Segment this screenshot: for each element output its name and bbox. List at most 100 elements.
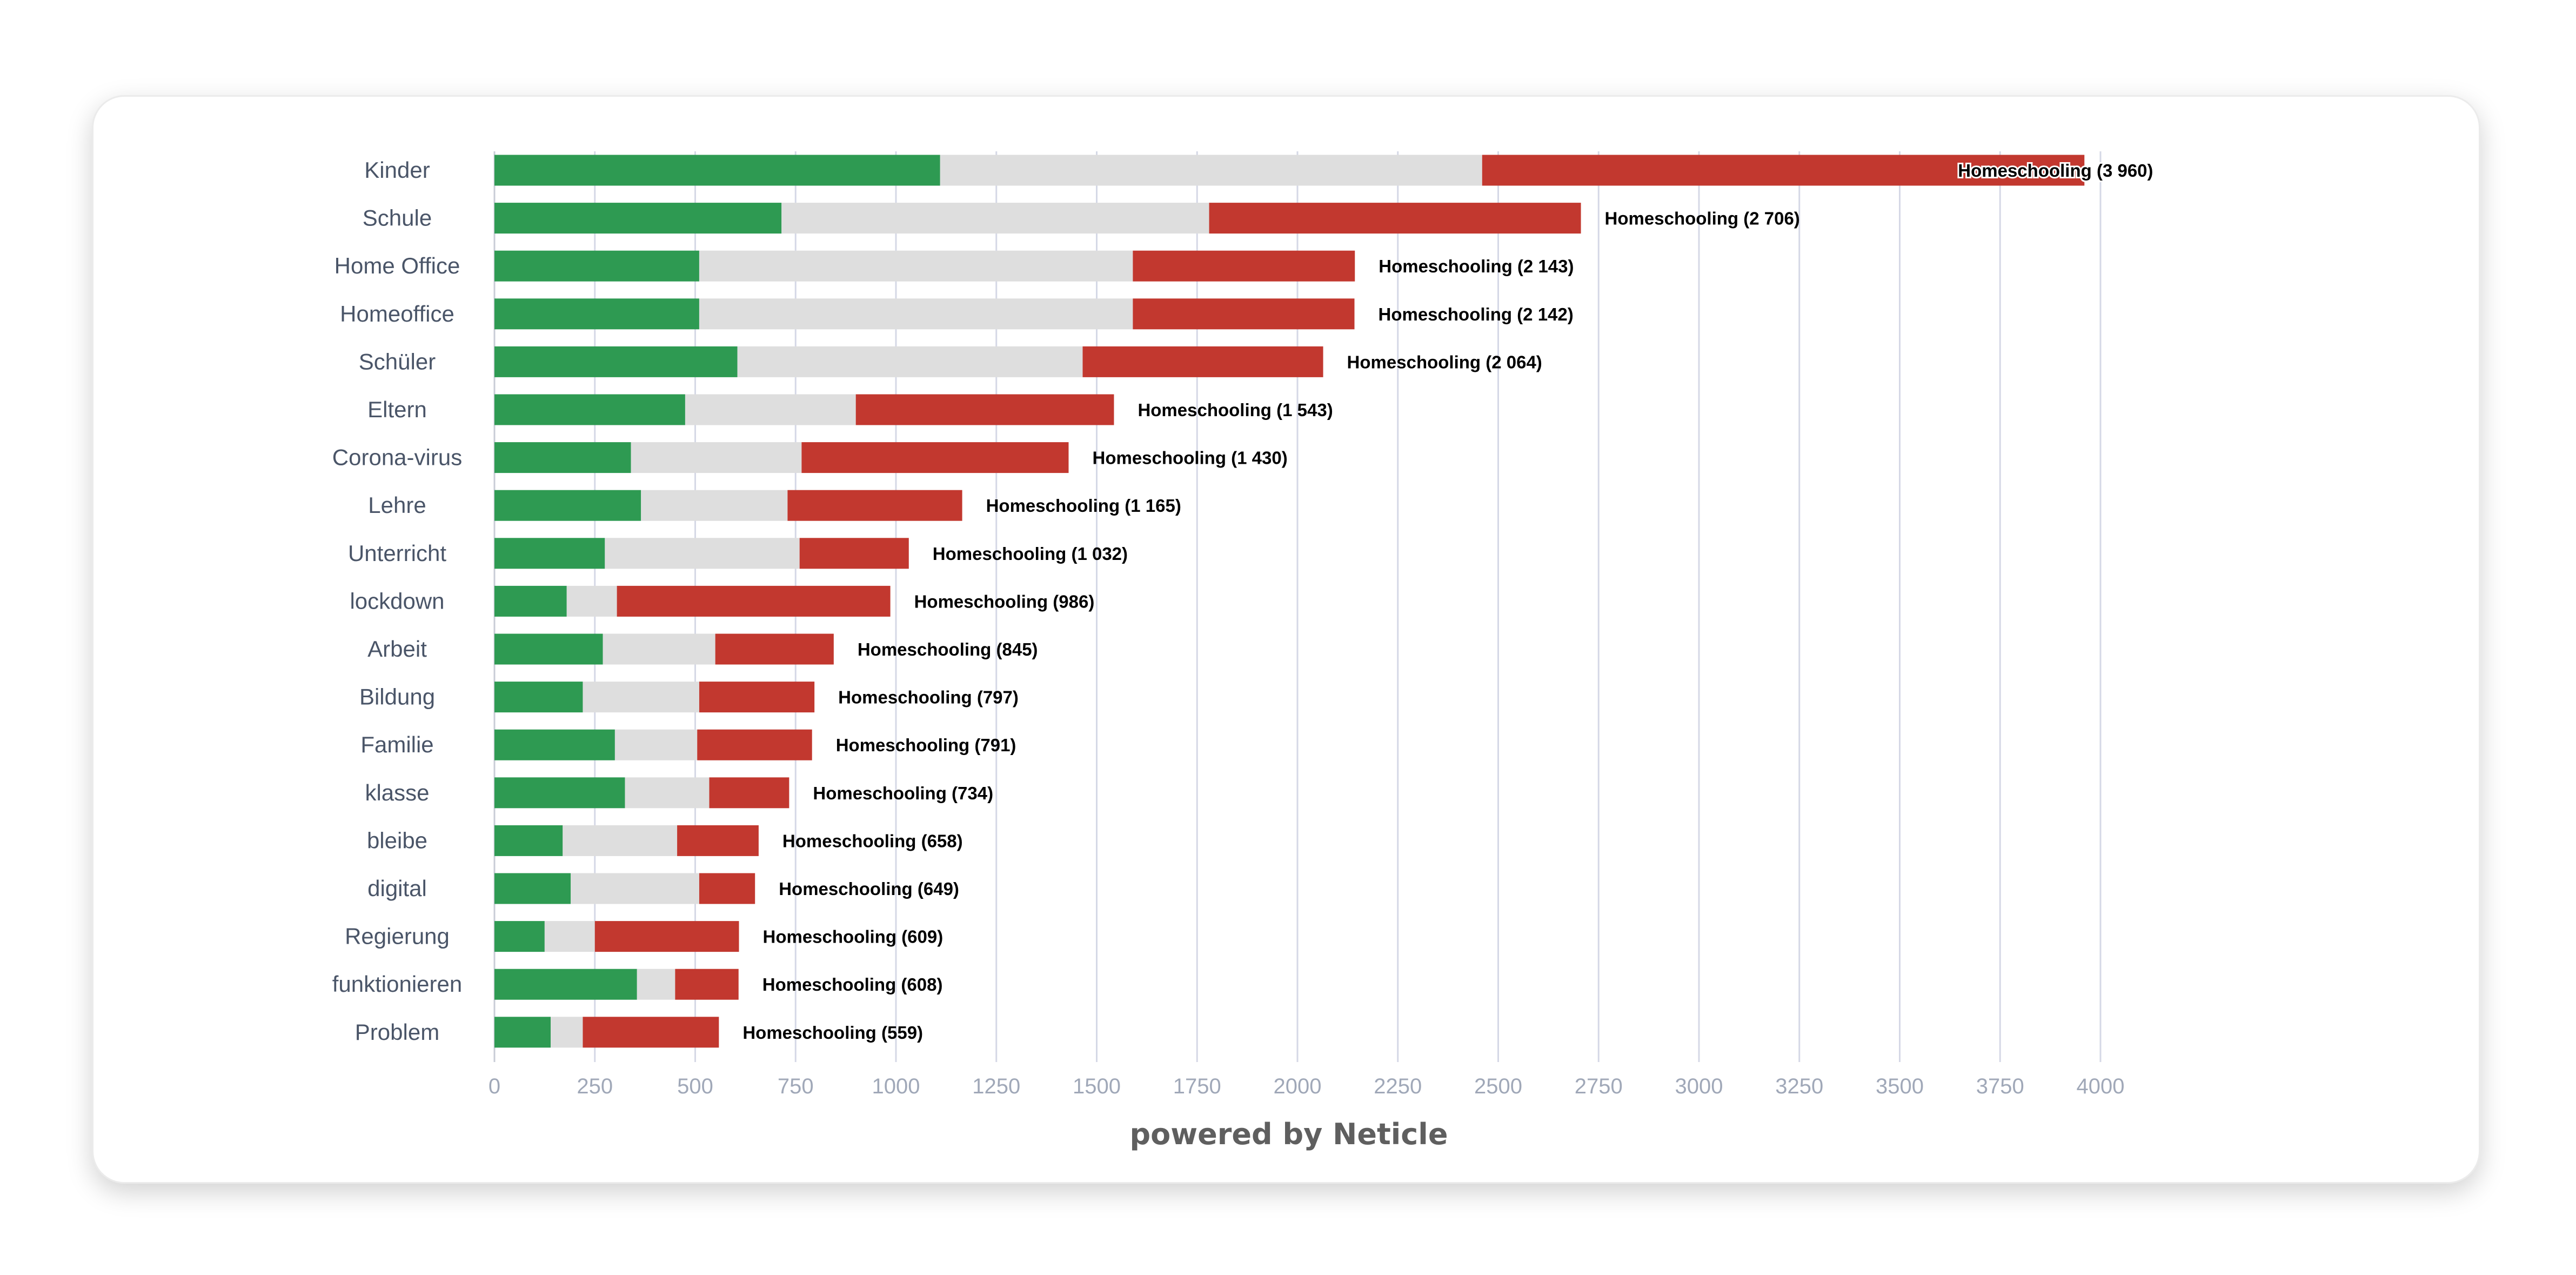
data-label: Homeschooling (649) (779, 879, 959, 899)
category-label: Regierung (345, 924, 450, 949)
category-label: Arbeit (367, 636, 427, 662)
bar-segment-3 (1133, 298, 1355, 330)
bar-segment-1 (494, 155, 940, 186)
category-label: Schüler (359, 349, 436, 374)
x-tick-label: 3750 (1976, 1074, 2024, 1098)
category-label: Unterricht (348, 540, 446, 566)
x-tick-label: 2250 (1374, 1074, 1422, 1098)
bar-segment-2 (641, 490, 788, 521)
bar-segment-2 (566, 585, 617, 617)
category-label: Corona-virus (332, 445, 462, 470)
bar-segment-2 (699, 250, 1133, 282)
data-label: Homeschooling (791) (836, 735, 1016, 755)
data-label: Homeschooling (734) (813, 783, 993, 803)
bar-segment-3 (583, 1017, 719, 1048)
x-tick-label: 3250 (1775, 1074, 1823, 1098)
category-labels: Kinder Schule Home Office Homeoffice Schüler… (332, 157, 463, 1045)
x-tick-label: 2750 (1575, 1074, 1623, 1098)
bar-segment-2 (699, 298, 1133, 330)
data-label: Homeschooling (559) (742, 1023, 923, 1043)
bar-segment-3 (677, 825, 759, 856)
bar-segment-1 (494, 585, 567, 617)
bar-segment-3 (675, 969, 739, 1000)
bar-segment-2 (625, 777, 710, 809)
data-label: Homeschooling (2 142) (1379, 304, 1574, 324)
bar-segment-2 (737, 346, 1083, 377)
bar-segment-2 (544, 921, 595, 952)
bar-segment-2 (781, 203, 1209, 234)
x-tick-label: 1750 (1173, 1074, 1221, 1098)
category-label: Lehre (368, 492, 426, 518)
category-label: klasse (365, 780, 429, 805)
bar-segment-1 (494, 1017, 551, 1048)
data-label: Homeschooling (2 143) (1379, 256, 1574, 276)
bar-segment-3 (715, 633, 834, 665)
category-label: bleibe (367, 827, 427, 853)
bar-segment-2 (605, 538, 800, 569)
bar-segment-1 (494, 490, 641, 521)
bar-segment-1 (494, 538, 605, 569)
data-label: Homeschooling (845) (858, 639, 1038, 659)
category-label: Homeoffice (340, 301, 454, 326)
bar-segment-1 (494, 921, 545, 952)
data-label: Homeschooling (608) (762, 974, 943, 994)
bar-segment-3 (1482, 155, 2085, 186)
bar-segment-2 (551, 1017, 583, 1048)
category-label: funktionieren (332, 971, 463, 997)
category-label: digital (367, 876, 427, 901)
bar-segment-3 (699, 873, 755, 904)
x-tick-label: 4000 (2077, 1074, 2125, 1098)
category-label: Bildung (359, 684, 435, 710)
data-label: Homeschooling (2 706) (1605, 209, 1800, 229)
x-tick-label: 2000 (1274, 1074, 1322, 1098)
x-tick-label: 750 (778, 1074, 814, 1098)
bar-segment-1 (494, 203, 782, 234)
bar-segment-1 (494, 346, 738, 377)
bar-segment-1 (494, 633, 603, 665)
bar-segment-1 (494, 777, 625, 809)
bar-segment-1 (494, 825, 563, 856)
bar-segment-1 (494, 250, 699, 282)
data-label: Homeschooling (1 430) (1092, 448, 1287, 468)
x-tick-label: 1500 (1073, 1074, 1121, 1098)
category-label: Eltern (367, 397, 427, 422)
bar-segment-2 (685, 394, 856, 425)
bar-segment-3 (1082, 346, 1323, 377)
bar-segment-3 (787, 490, 962, 521)
bar-segment-3 (709, 777, 789, 809)
x-tick-label: 250 (577, 1074, 613, 1098)
bar-segment-3 (855, 394, 1114, 425)
bar-segment-2 (940, 155, 1482, 186)
bar-segment-3 (699, 682, 815, 713)
bar-segment-1 (494, 298, 699, 330)
data-label: Homeschooling (797) (838, 687, 1019, 707)
bar-segment-3 (1209, 203, 1581, 234)
bar-segment-3 (617, 585, 891, 617)
x-tick-label: 1250 (972, 1074, 1020, 1098)
bar-segment-2 (563, 825, 678, 856)
bar-segment-3 (1133, 250, 1355, 282)
bar-segment-1 (494, 442, 631, 473)
bar-segment-2 (603, 633, 715, 665)
x-tick-label: 0 (489, 1074, 500, 1098)
bar-segment-2 (583, 682, 699, 713)
category-label: Home Office (334, 253, 460, 278)
category-label: Schule (363, 205, 432, 231)
x-tick-label: 3500 (1876, 1074, 1924, 1098)
bar-segment-3 (594, 921, 739, 952)
data-label: Homeschooling (3 960) (1958, 161, 2153, 181)
bar-segment-2 (637, 969, 675, 1000)
bar-segment-1 (494, 394, 685, 425)
data-label: Homeschooling (986) (914, 591, 1095, 611)
bar-segment-1 (494, 729, 615, 760)
bar-segment-2 (631, 442, 802, 473)
category-label: Familie (360, 732, 433, 757)
bar-segment-2 (614, 729, 698, 760)
data-label: Homeschooling (1 543) (1138, 400, 1333, 420)
bar-segment-2 (571, 873, 699, 904)
bars (494, 155, 2085, 1048)
bar-segment-1 (494, 873, 571, 904)
data-label: Homeschooling (609) (762, 927, 943, 947)
category-label: Problem (355, 1019, 439, 1045)
data-label: Homeschooling (1 165) (986, 496, 1181, 516)
